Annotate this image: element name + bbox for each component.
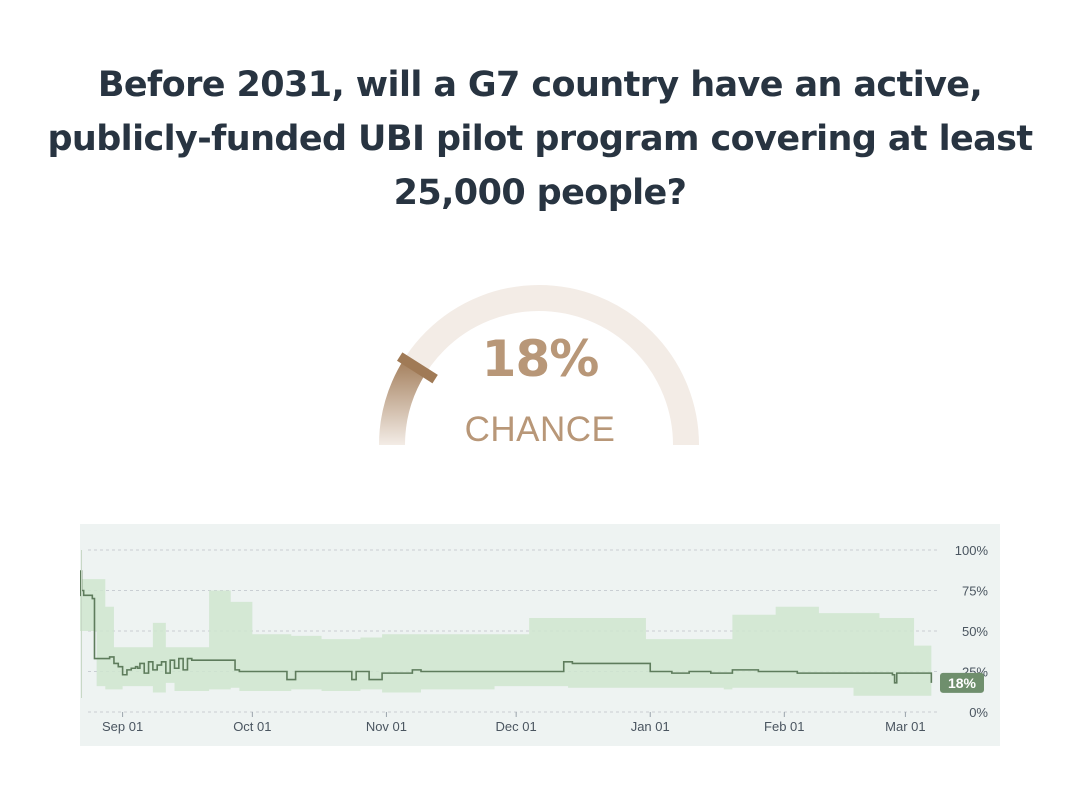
x-tick-label: Jan 01 <box>631 719 670 734</box>
x-tick-label: Nov 01 <box>366 719 407 734</box>
gauge-percentage: 18% <box>481 330 600 388</box>
forecast-range-band <box>80 579 932 696</box>
y-tick-label: 100% <box>955 543 989 558</box>
history-chart: 100% 75% 50% 25% 0% Sep 01 Oct 01 Nov 01 Dec 01 J… <box>80 524 1000 746</box>
x-tick-label: Mar 01 <box>885 719 925 734</box>
y-tick-label: 50% <box>962 624 988 639</box>
x-tick-label: Oct 01 <box>233 719 271 734</box>
probability-gauge <box>379 285 699 446</box>
current-value-label: 18% <box>948 675 977 691</box>
gauge-fill-arc <box>379 359 427 446</box>
question-title: Before 2031, will a G7 country have an a… <box>47 65 1033 213</box>
x-tick-label: Feb 01 <box>764 719 804 734</box>
y-tick-label: 75% <box>962 584 988 599</box>
history-chart-svg: 100%75%50%25%0%Sep 01 Oct 01 Nov 01 Dec 01 J… <box>80 543 989 734</box>
community-prediction-line <box>80 570 933 684</box>
gauge-label: CHANCE <box>464 410 616 449</box>
current-value-badge <box>940 672 984 693</box>
x-tick-label: Dec 01 <box>496 719 537 734</box>
y-tick-label: 0% <box>969 705 988 720</box>
x-tick-label: Sep 01 <box>102 719 143 734</box>
gauge-marker <box>397 352 438 384</box>
